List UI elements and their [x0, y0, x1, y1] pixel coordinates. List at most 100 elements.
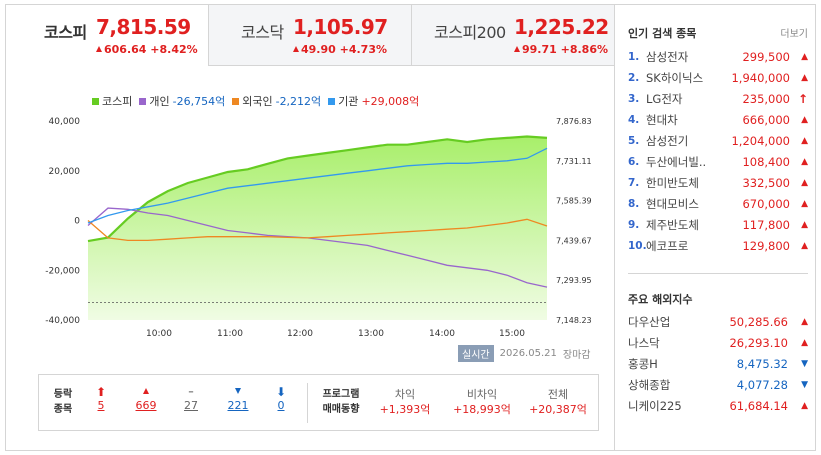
popular-stock-row[interactable]: 3. LG전자 235,000 ↑	[628, 88, 808, 109]
popular-list: 1. 삼성전자 299,500 ▲ 2. SK하이닉스 1,940,000 ▲ 3. LG전자 23…	[628, 46, 808, 256]
tab-change: 99.71 +8.86%	[514, 43, 608, 56]
legend-swatch	[328, 97, 336, 105]
popular-stock-row[interactable]: 10. 에코프로 129,800 ▲	[628, 235, 808, 256]
down-stat[interactable]: 221	[223, 385, 253, 412]
popular-stock-row[interactable]: 2. SK하이닉스 1,940,000 ▲	[628, 67, 808, 88]
timestamp: 실시간 2026.05.21 장마감	[458, 345, 590, 362]
stock-price: 235,000	[742, 91, 790, 106]
up-triangle-icon: ▲	[801, 72, 808, 83]
tab-kospi[interactable]: 코스피 7,815.59 606.64 +8.42%	[6, 5, 208, 66]
stock-rank: 5.	[628, 134, 640, 147]
limit-up-arrow-icon: ↑	[797, 91, 808, 106]
intraday-chart: 40,000 20,000 0 -20,000 -40,000 7,876.83 7,731…	[45, 117, 592, 337]
index-panel: 코스피 7,815.59 606.64 +8.42% 코스닥 1,105.97 …	[6, 5, 615, 450]
tab-change-text: 606.64 +8.42%	[104, 43, 198, 56]
world-index-row[interactable]: 다우산업 50,285.66 ▲	[628, 311, 808, 332]
y-right-tick-label: 7,731.11	[556, 157, 592, 166]
institution-line	[87, 147, 548, 224]
foreign-line	[87, 218, 548, 242]
down-count: 221	[227, 399, 249, 412]
stock-price: 108,400	[742, 154, 790, 169]
tab-name: 코스닥	[241, 23, 284, 42]
popular-stock-row[interactable]: 6. 두산에너빌.. 108,400 ▲	[628, 151, 808, 172]
world-index-list: 다우산업 50,285.66 ▲ 나스닥 26,293.10 ▲ 홍콩H 8,475.32 ▼ 상…	[628, 311, 808, 416]
stock-rank: 4.	[628, 113, 640, 126]
program-label-top: 프로그램	[322, 389, 360, 400]
index-value: 50,285.66	[729, 314, 788, 329]
popular-stock-row[interactable]: 9. 제주반도체 117,800 ▲	[628, 214, 808, 235]
realtime-badge[interactable]: 실시간	[458, 345, 494, 362]
up-triangle-icon: ▲	[801, 51, 808, 62]
down-triangle-icon: ▼	[801, 379, 808, 390]
program-total-label: 전체	[547, 388, 569, 401]
stock-name: 두산에너빌..	[646, 154, 707, 169]
tab-name: 코스피	[44, 23, 87, 42]
stock-price: 332,500	[742, 175, 790, 190]
non-arbitrage-value: +18,993억	[453, 403, 511, 416]
flat-dash-icon: –	[188, 385, 194, 398]
tab-value: 1,225.22	[514, 15, 609, 39]
tab-kosdaq[interactable]: 코스닥 1,105.97 49.90 +4.73%	[208, 5, 411, 66]
y-left-tick-label: -20,000	[45, 266, 80, 276]
up-stat[interactable]: 669	[131, 385, 161, 412]
stock-price: 117,800	[742, 217, 790, 232]
index-tabs: 코스피 7,815.59 606.64 +8.42% 코스닥 1,105.97 …	[6, 5, 614, 66]
individual-line	[87, 207, 548, 288]
popular-stock-row[interactable]: 4. 현대차 666,000 ▲	[628, 109, 808, 130]
divider	[307, 383, 308, 423]
popular-stock-row[interactable]: 7. 한미반도체 332,500 ▲	[628, 172, 808, 193]
stock-price: 670,000	[742, 196, 790, 211]
limit-down-arrow-icon: ⬇	[275, 385, 287, 399]
index-value: 4,077.28	[736, 377, 788, 392]
flat-count: 27	[184, 399, 198, 412]
legend-label: 코스피	[102, 95, 133, 108]
stock-name: 한미반도체	[646, 175, 699, 190]
stamp-status: 장마감	[562, 350, 591, 361]
legend-value: -26,754억	[172, 95, 226, 108]
world-index-row[interactable]: 니케이225 61,684.14 ▲	[628, 395, 808, 416]
stock-price: 129,800	[742, 238, 790, 253]
legend-institution: 기관 +29,008억	[328, 93, 419, 109]
index-value: 61,684.14	[729, 398, 788, 413]
stamp-date: 2026.05.21	[499, 348, 557, 359]
legend-individual: 개인 -26,754억	[139, 93, 225, 109]
y-right-tick-label: 7,293.95	[556, 276, 592, 285]
program-total-value: +20,387억	[529, 403, 587, 416]
more-link[interactable]: 더보기	[780, 29, 808, 40]
popular-stock-row[interactable]: 5. 삼성전기 1,204,000 ▲	[628, 130, 808, 151]
flat-stat[interactable]: – 27	[179, 385, 203, 412]
limit-up-stat[interactable]: ⬆ 5	[91, 385, 111, 412]
x-tick-label: 10:00	[146, 329, 172, 337]
index-name: 니케이225	[628, 398, 682, 413]
stock-name: 현대차	[646, 112, 678, 127]
up-triangle-icon	[131, 385, 161, 399]
up-count: 669	[135, 399, 157, 412]
breadth-label-top: 등락	[53, 389, 73, 400]
y-left-tick-label: 20,000	[49, 167, 81, 177]
x-tick-label: 11:00	[217, 329, 243, 337]
x-tick-label: 14:00	[429, 329, 455, 337]
limit-down-stat[interactable]: ⬇ 0	[271, 385, 291, 412]
market-breadth-box: 등락 종목 ⬆ 5 669 – 27 221 ⬇ 0 프로그램 매매동향	[38, 374, 599, 431]
tab-kospi200[interactable]: 코스피200 1,225.22 99.71 +8.86%	[411, 5, 614, 66]
x-tick-label: 12:00	[287, 329, 313, 337]
side-panel: 인기 검색 종목 더보기 1. 삼성전자 299,500 ▲ 2. SK하이닉스 1,940…	[616, 5, 816, 450]
tab-change-text: 49.90 +4.73%	[301, 43, 388, 56]
legend-label: 외국인	[242, 95, 273, 108]
world-index-row[interactable]: 상해종합 4,077.28 ▼	[628, 374, 808, 395]
stock-price: 666,000	[742, 112, 790, 127]
tab-change: 606.64 +8.42%	[96, 43, 198, 56]
world-index-row[interactable]: 홍콩H 8,475.32 ▼	[628, 353, 808, 374]
world-index-row[interactable]: 나스닥 26,293.10 ▲	[628, 332, 808, 353]
stock-rank: 9.	[628, 218, 640, 231]
stock-price: 1,204,000	[731, 133, 790, 148]
legend-foreign: 외국인 -2,212억	[232, 93, 321, 109]
program-total-stat: 전체 +20,387억	[523, 387, 593, 417]
up-triangle-icon: ▲	[801, 337, 808, 348]
popular-stock-row[interactable]: 8. 현대모비스 670,000 ▲	[628, 193, 808, 214]
index-name: 다우산업	[628, 314, 671, 329]
popular-stock-row[interactable]: 1. 삼성전자 299,500 ▲	[628, 46, 808, 67]
x-tick-label: 13:00	[358, 329, 384, 337]
breadth-label-bottom: 종목	[53, 404, 73, 415]
legend-swatch	[92, 97, 99, 105]
